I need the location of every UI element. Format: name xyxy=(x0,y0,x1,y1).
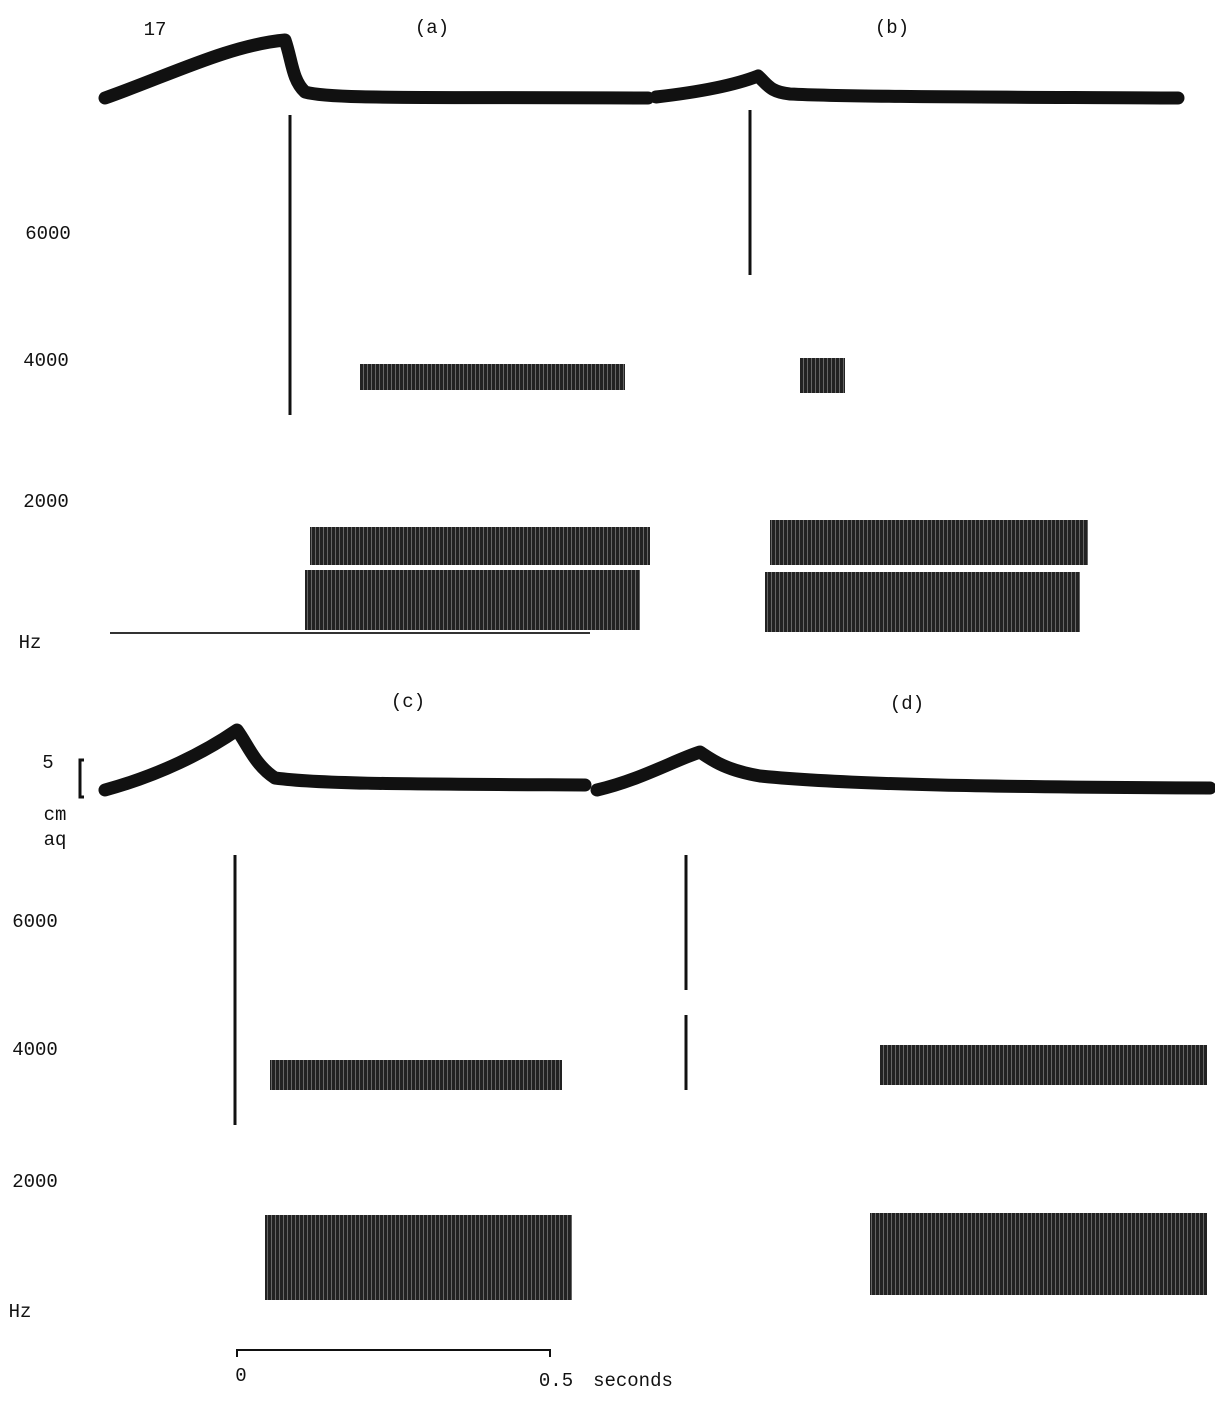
frequency-tick: 4000 xyxy=(23,350,69,372)
pressure-trace xyxy=(649,69,1185,105)
time-scale-unit: seconds xyxy=(593,1370,673,1392)
frequency-tick: 2000 xyxy=(12,1171,58,1193)
pressure-trace xyxy=(98,723,592,797)
pressure-unit: cm xyxy=(44,804,67,826)
panel-label: (b) xyxy=(875,17,909,39)
pressure-scale-bracket xyxy=(78,758,84,799)
pressure-scale-value: 5 xyxy=(42,752,53,774)
frequency-unit: Hz xyxy=(19,632,42,654)
time-scale-end: 0.5 xyxy=(539,1370,573,1392)
formant-band xyxy=(270,1060,562,1090)
frequency-tick: 2000 xyxy=(23,491,69,513)
formant-band xyxy=(800,358,845,393)
time-scale-bar xyxy=(236,1349,551,1357)
pressure-unit: aq xyxy=(44,829,67,851)
pressure-trace xyxy=(98,33,655,105)
formant-band xyxy=(880,1045,1207,1085)
frequency-unit: Hz xyxy=(9,1301,32,1323)
panel-label: (c) xyxy=(391,691,425,713)
formant-band xyxy=(360,364,625,390)
formant-band xyxy=(770,520,1088,565)
frequency-tick: 6000 xyxy=(25,223,71,245)
formant-band xyxy=(765,572,1080,632)
frequency-tick: 4000 xyxy=(12,1039,58,1061)
panel-label: (a) xyxy=(415,17,449,39)
formant-band xyxy=(305,570,640,630)
frequency-tick: 6000 xyxy=(12,911,58,933)
panel-label: (d) xyxy=(890,693,924,715)
figure-number: 17 xyxy=(144,19,167,41)
formant-band xyxy=(265,1215,572,1300)
time-scale-start: 0 xyxy=(235,1365,246,1387)
formant-band xyxy=(870,1213,1207,1295)
pressure-trace xyxy=(590,745,1215,797)
formant-band xyxy=(310,527,650,565)
